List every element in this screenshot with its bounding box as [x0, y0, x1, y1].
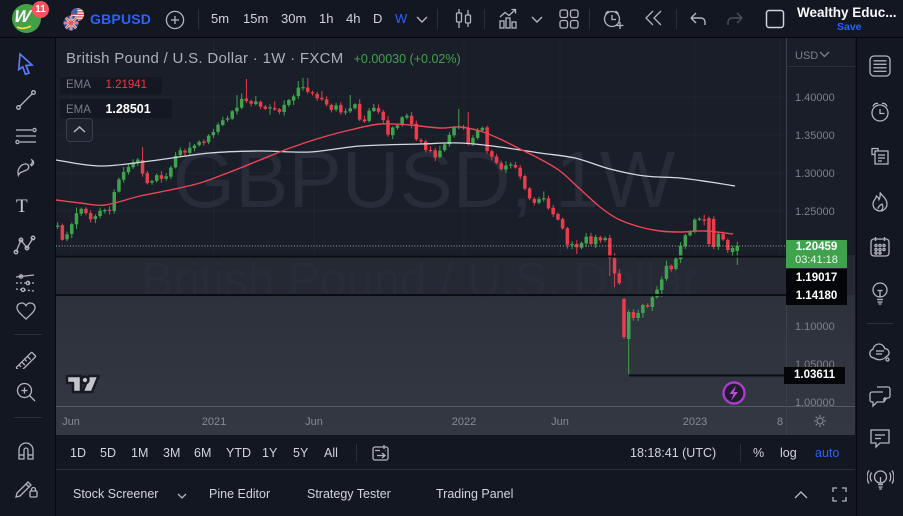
svg-text:USD: USD — [795, 50, 818, 62]
svg-text:1.30000: 1.30000 — [795, 168, 835, 180]
svg-text:1.10000: 1.10000 — [795, 321, 835, 333]
svg-text:Jun: Jun — [305, 416, 323, 428]
svg-text:British Pound / U.S. Dollar: British Pound / U.S. Dollar — [141, 254, 699, 307]
svg-text:1.25000: 1.25000 — [795, 206, 835, 218]
svg-text:Jun: Jun — [551, 416, 569, 428]
svg-text:2022: 2022 — [452, 416, 476, 428]
svg-text:8: 8 — [777, 416, 783, 428]
svg-text:2023: 2023 — [683, 416, 707, 428]
svg-text:1.35000: 1.35000 — [795, 130, 835, 142]
svg-text:2021: 2021 — [202, 416, 226, 428]
svg-text:1.00000: 1.00000 — [795, 397, 835, 409]
svg-text:Jun: Jun — [62, 416, 80, 428]
svg-text:1.40000: 1.40000 — [795, 92, 835, 104]
